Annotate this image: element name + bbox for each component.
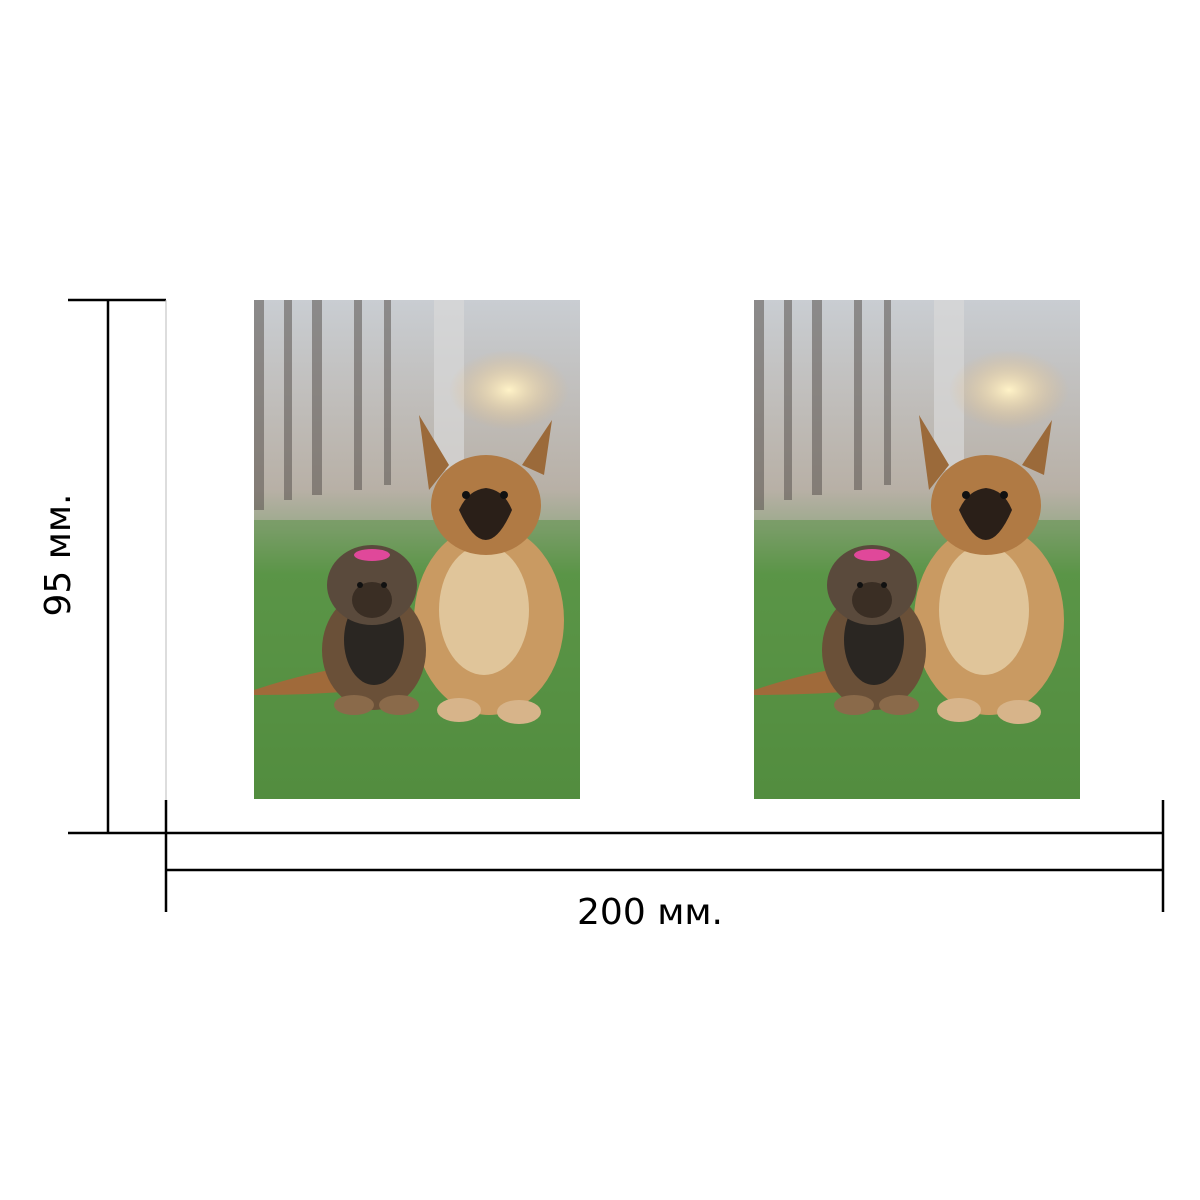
width-label: 200 мм. — [577, 892, 723, 933]
photo — [254, 300, 580, 799]
width-dimension: 200 мм. — [164, 800, 1165, 933]
height-dimension: 95 мм. — [38, 298, 167, 835]
height-label: 95 мм. — [38, 493, 79, 616]
photo — [754, 300, 1080, 799]
